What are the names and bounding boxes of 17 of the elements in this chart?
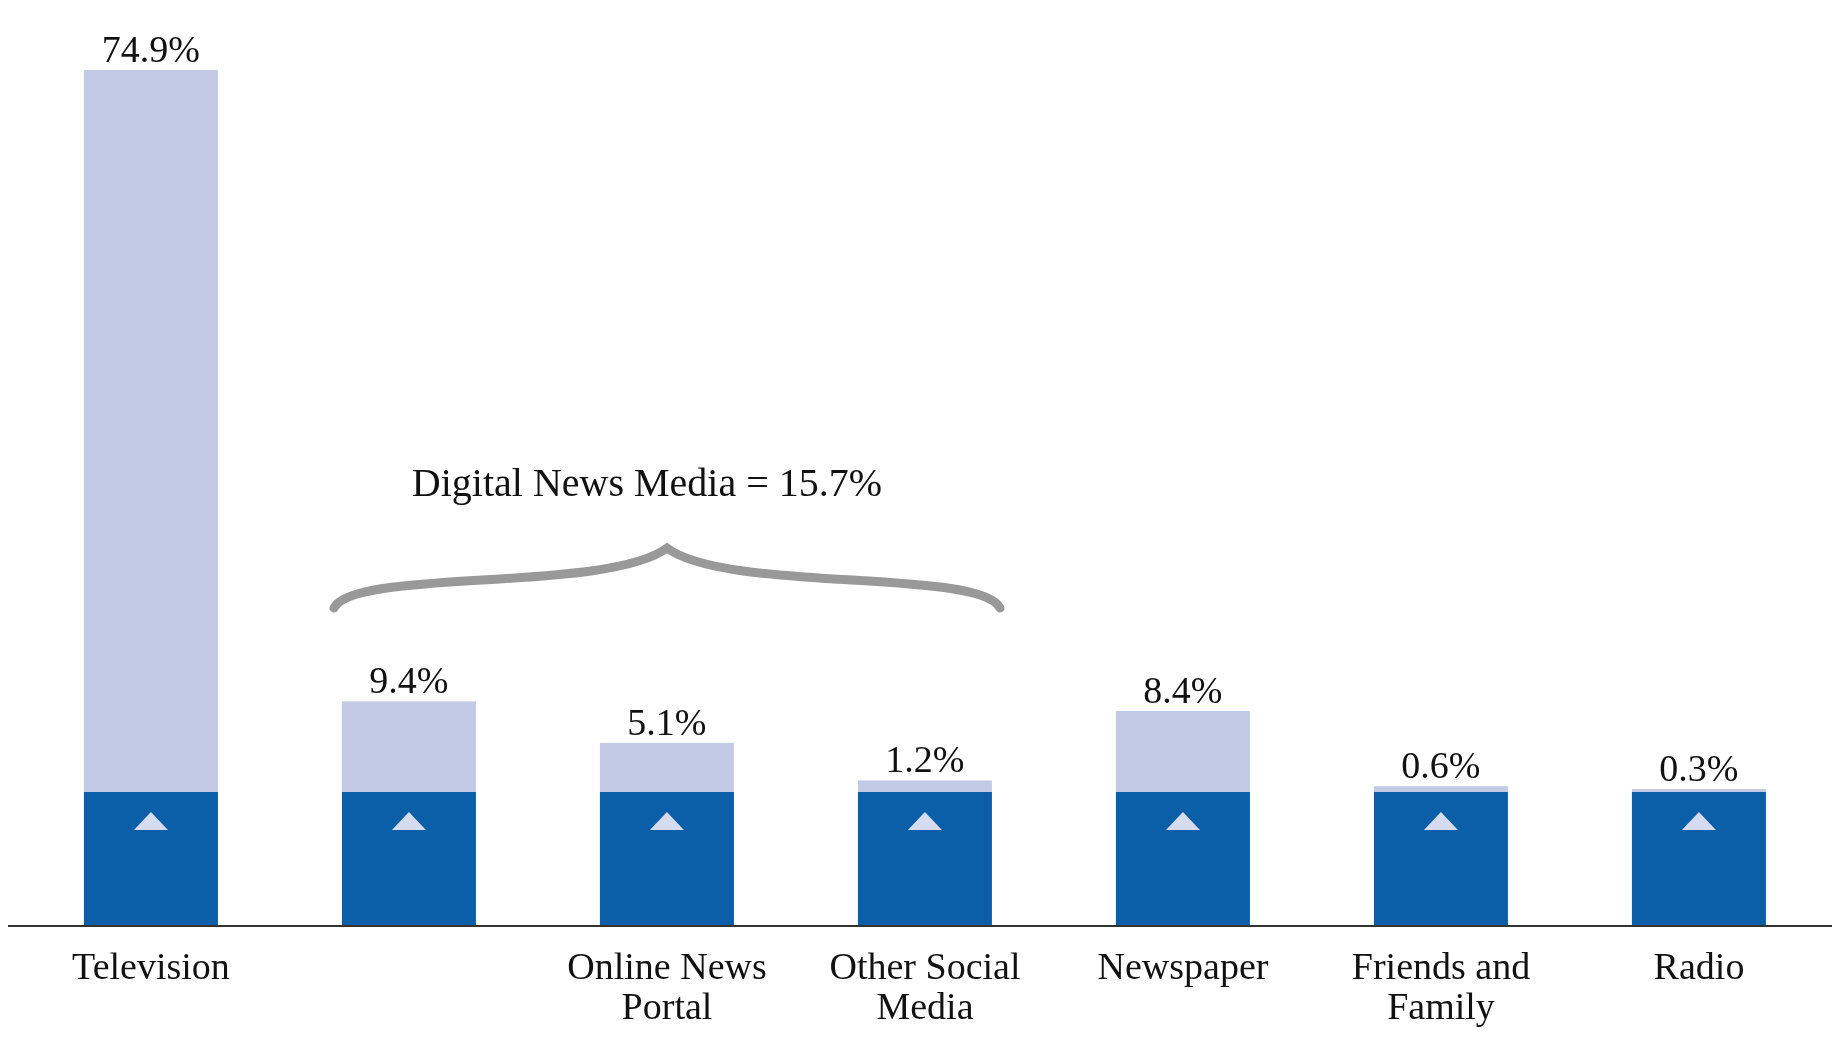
bar	[1631, 789, 1766, 792]
x-tick-label: Online News Portal	[567, 945, 767, 1027]
data-label: 0.3%	[1659, 747, 1739, 790]
x-tick-label: Other Social Media	[829, 945, 1021, 1027]
data-label: 8.4%	[1143, 669, 1223, 712]
data-label: 1.2%	[885, 738, 965, 781]
bar	[857, 780, 992, 792]
x-tick-label: Newspaper	[1097, 945, 1269, 987]
bar	[1373, 786, 1508, 792]
x-tick-label: Radio	[1653, 945, 1745, 987]
data-label: 74.9%	[101, 28, 200, 70]
x-tick-label: Television	[72, 945, 230, 987]
annotation: Digital News Media = 15.7%	[411, 460, 883, 505]
data-label: 5.1%	[627, 700, 707, 743]
data-label: 9.4%	[369, 659, 449, 702]
data-label: 0.6%	[1401, 744, 1481, 787]
x-tick-label: Friends and Family	[1351, 945, 1531, 1027]
